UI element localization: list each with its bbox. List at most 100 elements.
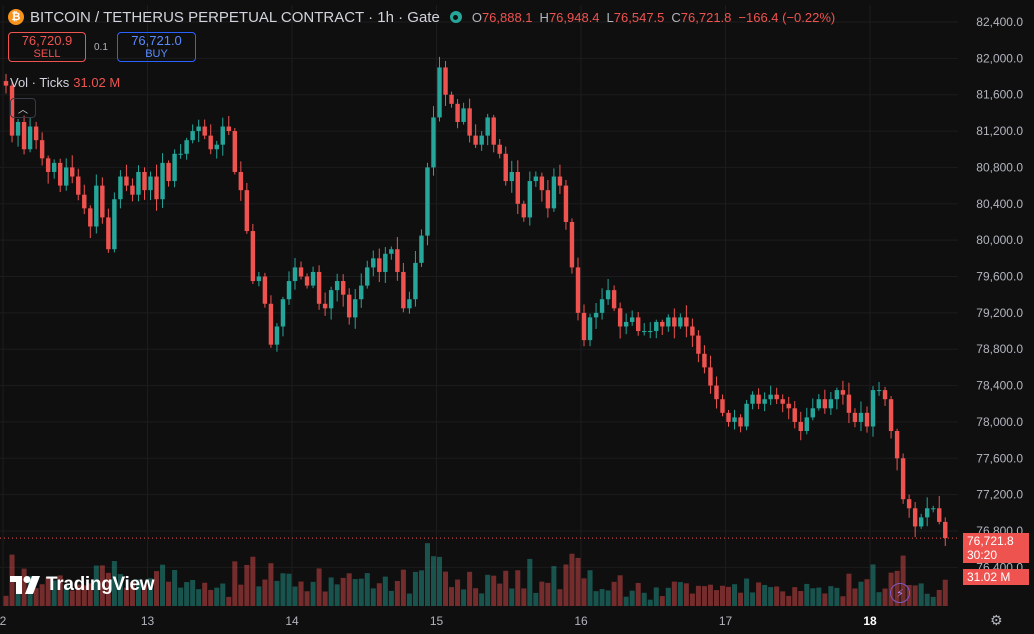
volume-bar — [473, 588, 479, 606]
volume-bar — [780, 591, 786, 606]
volume-bar — [876, 592, 882, 606]
candle-body — [70, 167, 75, 177]
candle-body — [786, 403, 791, 409]
volume-bar — [244, 564, 250, 606]
chevron-up-icon[interactable]: ︿ — [10, 98, 36, 118]
candle-body — [726, 412, 731, 422]
x-tick-label: 13 — [141, 614, 155, 628]
volume-bar — [63, 584, 69, 606]
volume-bar — [629, 590, 635, 606]
volume-bar — [280, 573, 286, 606]
candle-body — [268, 303, 274, 345]
volume-bar — [178, 587, 184, 606]
lightning-icon[interactable]: ⚡ — [890, 583, 910, 603]
candle-body — [515, 171, 520, 204]
candle-body — [870, 390, 876, 427]
volume-bar — [599, 589, 605, 606]
trade-panel: 76,720.9 SELL 0.1 76,721.0 BUY — [0, 32, 200, 64]
buy-button[interactable]: 76,721.0 BUY — [117, 32, 196, 62]
candle-body — [708, 367, 713, 386]
symbol-title[interactable]: BITCOIN / TETHERUS PERPETUAL CONTRACT · … — [30, 8, 440, 26]
volume-bar — [713, 590, 719, 606]
candle-body — [575, 267, 581, 313]
volume-bar — [45, 576, 51, 606]
gear-icon[interactable]: ⚙ — [990, 612, 1003, 628]
candle-body — [762, 399, 767, 404]
volume-bar — [232, 561, 238, 606]
price-axis[interactable]: 82,400.0 82,000.0 81,600.0 81,200.0 80,800.0… — [976, 15, 1023, 574]
candle-body — [834, 390, 840, 400]
volume-bar — [322, 591, 328, 606]
candle-body — [262, 276, 268, 304]
volume-bar — [834, 587, 840, 606]
volume-bar — [707, 584, 713, 606]
volume-bar — [497, 583, 503, 606]
volume-bar — [208, 589, 214, 606]
volume-bar — [461, 589, 467, 606]
volume-bar — [581, 578, 587, 606]
candle-body — [900, 458, 906, 500]
volume-bar — [858, 581, 864, 606]
candle-body — [876, 390, 882, 392]
volume-bar — [677, 582, 683, 606]
volume-legend[interactable]: Vol · Ticks 31.02 M — [10, 75, 120, 90]
candle-body — [214, 144, 219, 150]
candle-body — [33, 126, 39, 141]
volume-legend-value: 31.02 M — [73, 75, 121, 90]
volume-bar — [382, 576, 388, 606]
volume-bar — [641, 592, 647, 606]
candle-body — [21, 121, 27, 150]
volume-bar — [491, 575, 497, 606]
volume-bar — [647, 599, 653, 606]
candle-body — [292, 267, 298, 282]
volume-bar — [936, 589, 942, 606]
volume-bar — [39, 584, 45, 606]
volume-bar — [148, 578, 154, 606]
volume-bar — [726, 586, 732, 606]
volume-bar — [184, 582, 190, 606]
volume-bar — [575, 557, 581, 606]
volume-bar — [840, 596, 846, 606]
buy-price: 76,721.0 — [131, 33, 182, 48]
y-tick-label: 81,200.0 — [976, 124, 1023, 138]
candle-body — [286, 281, 292, 300]
candle-body — [931, 508, 936, 510]
candle-body — [810, 408, 816, 418]
candle-body — [124, 176, 129, 186]
volume-bar — [828, 586, 834, 606]
volume-bar — [406, 593, 412, 606]
sell-label: SELL — [33, 48, 61, 60]
volume-bar — [719, 585, 725, 606]
volume-bar — [51, 580, 57, 606]
volume-bar — [418, 570, 424, 606]
candle-body — [202, 126, 207, 136]
candle-body — [678, 317, 683, 327]
candle-body — [130, 185, 135, 195]
volume-bar — [220, 583, 226, 606]
volume-bar — [635, 582, 641, 606]
candle-body — [503, 153, 508, 182]
volume-bar — [346, 573, 352, 606]
volume-bar — [292, 586, 298, 606]
y-tick-label: 79,600.0 — [976, 270, 1023, 284]
candle-body — [322, 303, 328, 309]
time-axis[interactable]: 2 13 14 15 16 17 18 — [0, 614, 877, 628]
candle-body — [45, 158, 51, 172]
chart-header: ₿ BITCOIN / TETHERUS PERPETUAL CONTRACT … — [8, 7, 842, 27]
candle-body — [413, 262, 418, 300]
volume-bar — [804, 583, 810, 606]
volume-bar — [816, 587, 822, 606]
candle-body — [136, 171, 141, 195]
volume-bar — [587, 570, 593, 606]
candle-body — [256, 276, 262, 282]
volume-bar — [605, 590, 611, 606]
candle-body — [617, 308, 623, 327]
y-tick-label: 80,800.0 — [976, 160, 1023, 174]
tradingview-logo[interactable]: TradingView — [10, 574, 155, 596]
grid-lines — [0, 5, 958, 606]
sell-button[interactable]: 76,720.9 SELL — [8, 32, 86, 62]
y-tick-label: 80,400.0 — [976, 197, 1023, 211]
volume-bar — [623, 596, 629, 606]
candle-body — [756, 394, 761, 404]
